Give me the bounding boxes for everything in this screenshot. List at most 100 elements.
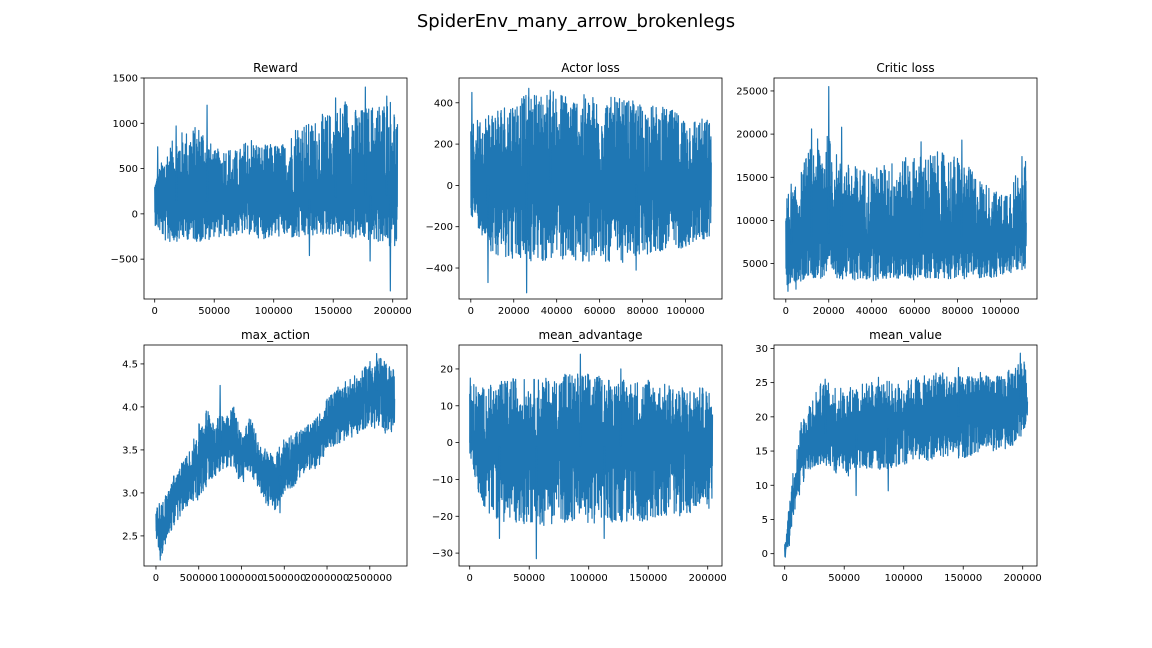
- x-tick-label: 60000: [899, 306, 931, 317]
- x-tick-label: 60000: [584, 306, 616, 317]
- series-spike: [278, 475, 282, 514]
- y-tick-label: 1000: [113, 119, 138, 130]
- series-spike: [219, 384, 222, 446]
- series-spike: [635, 184, 638, 271]
- y-tick-label: 4.0: [122, 402, 138, 413]
- y-tick-label: 25000: [736, 86, 768, 97]
- series-spike: [389, 195, 392, 292]
- series-spike: [175, 125, 178, 202]
- axes-frame: [773, 344, 1038, 567]
- series-spike: [385, 95, 388, 196]
- series-spike: [887, 428, 890, 492]
- y-tick-label: 3.5: [122, 445, 138, 456]
- series-spike: [603, 446, 606, 539]
- y-tick-label: 1500: [113, 74, 138, 85]
- y-tick-label: −200: [426, 222, 453, 233]
- series-spike: [469, 377, 472, 443]
- x-tick-label: 150000: [629, 573, 667, 584]
- series-spike: [308, 199, 311, 257]
- series-spike: [786, 245, 790, 292]
- x-tick-label: 1000000: [219, 573, 264, 584]
- series-line: [155, 357, 396, 556]
- y-tick-label: 5000: [743, 259, 768, 270]
- y-tick-label: 0: [762, 549, 768, 560]
- y-tick-label: 15000: [736, 173, 768, 184]
- x-tick-label: 150000: [944, 573, 982, 584]
- axes-frame: [143, 344, 408, 567]
- x-tick-label: 80000: [942, 306, 974, 317]
- x-tick-label: 40000: [856, 306, 888, 317]
- series-line: [469, 373, 714, 526]
- x-tick-label: 0: [152, 306, 158, 317]
- series-spike: [790, 183, 793, 245]
- y-tick-label: 20: [755, 412, 768, 423]
- series-spike: [525, 183, 528, 294]
- x-tick-label: 50000: [513, 573, 545, 584]
- axes-frame: [773, 77, 1038, 300]
- axes-frame: [458, 344, 723, 567]
- x-tick-label: 200000: [1004, 573, 1042, 584]
- subplot-6: mean_value 0 50000 100000 150000 200000 0 5 10 15…: [755, 328, 1042, 584]
- y-tick-label: 0: [132, 209, 138, 220]
- series-spike: [827, 86, 830, 234]
- x-tick-label: 200000: [374, 306, 412, 317]
- subplot-5: mean_advantage 0 50000 100000 150000 200000 −3…: [432, 328, 727, 584]
- x-tick-label: 100000: [570, 573, 608, 584]
- y-tick-label: 2.5: [122, 531, 138, 542]
- subplot-title: Reward: [253, 61, 298, 75]
- x-tick-label: 0: [468, 306, 474, 317]
- subplot-4: max_action 0 500000 10000001500000200000025…: [122, 328, 408, 584]
- y-tick-label: 5: [762, 515, 768, 526]
- series-spike: [824, 378, 827, 434]
- x-tick-label: 100000: [981, 306, 1019, 317]
- series-spike: [549, 89, 552, 184]
- series-spike: [527, 87, 530, 184]
- y-tick-label: 200: [434, 140, 453, 151]
- x-tick-label: 2000000: [305, 573, 350, 584]
- series-spike: [619, 368, 622, 447]
- x-tick-label: 100000: [255, 306, 293, 317]
- series-line: [785, 135, 1027, 290]
- y-tick-label: 15: [755, 447, 768, 458]
- series-spike: [810, 128, 813, 238]
- y-tick-label: 4.5: [122, 359, 138, 370]
- subplot-title: mean_advantage: [538, 328, 642, 342]
- y-tick-label: 10: [440, 401, 453, 412]
- x-tick-label: 0: [467, 573, 473, 584]
- series-spike: [957, 366, 960, 417]
- series-spike: [784, 547, 787, 558]
- series-spike: [364, 86, 367, 197]
- series-spike: [855, 433, 858, 497]
- y-tick-label: 0: [447, 181, 453, 192]
- series-spike: [334, 97, 337, 198]
- series-spike: [369, 195, 372, 262]
- series-spike: [498, 446, 501, 539]
- subplot-2: Actor loss 0 20000 40000 60000 80000 100000 −40…: [426, 61, 723, 317]
- y-tick-label: 0: [447, 438, 453, 449]
- y-tick-label: 20000: [736, 130, 768, 141]
- x-tick-label: 20000: [813, 306, 845, 317]
- x-tick-label: 0: [153, 573, 159, 584]
- x-tick-label: 40000: [541, 306, 573, 317]
- y-tick-label: −500: [111, 255, 138, 266]
- y-tick-label: 25: [755, 378, 768, 389]
- y-tick-label: −400: [426, 264, 453, 275]
- y-tick-label: 30: [755, 344, 768, 355]
- series-spike: [1019, 352, 1022, 402]
- y-tick-label: −20: [432, 512, 453, 523]
- x-tick-label: 1500000: [262, 573, 307, 584]
- y-tick-label: 20: [440, 364, 453, 375]
- y-tick-label: 10: [755, 481, 768, 492]
- series-spike: [156, 146, 159, 205]
- subplot-title: Critic loss: [876, 61, 934, 75]
- x-tick-label: 0: [783, 306, 789, 317]
- subplot-3: Critic loss 0 20000 40000 60000 80000 100000 50…: [736, 61, 1038, 317]
- subplot-title: mean_value: [869, 328, 942, 342]
- y-tick-label: 3.0: [122, 488, 138, 499]
- subplot-1: Reward 0 50000 100000 150000 200000 −500 0 500 10…: [111, 61, 412, 317]
- x-tick-label: 100000: [885, 573, 923, 584]
- x-tick-label: 20000: [498, 306, 530, 317]
- y-tick-label: −30: [432, 549, 453, 560]
- x-tick-label: 2500000: [348, 573, 393, 584]
